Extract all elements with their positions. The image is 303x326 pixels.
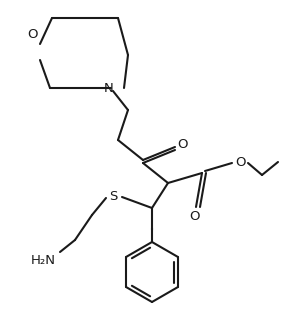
Text: S: S <box>109 189 117 202</box>
Text: O: O <box>28 28 38 41</box>
Text: H₂N: H₂N <box>31 254 55 266</box>
Text: O: O <box>190 211 200 224</box>
Text: N: N <box>104 82 114 95</box>
Text: O: O <box>235 156 245 169</box>
Text: O: O <box>178 138 188 151</box>
